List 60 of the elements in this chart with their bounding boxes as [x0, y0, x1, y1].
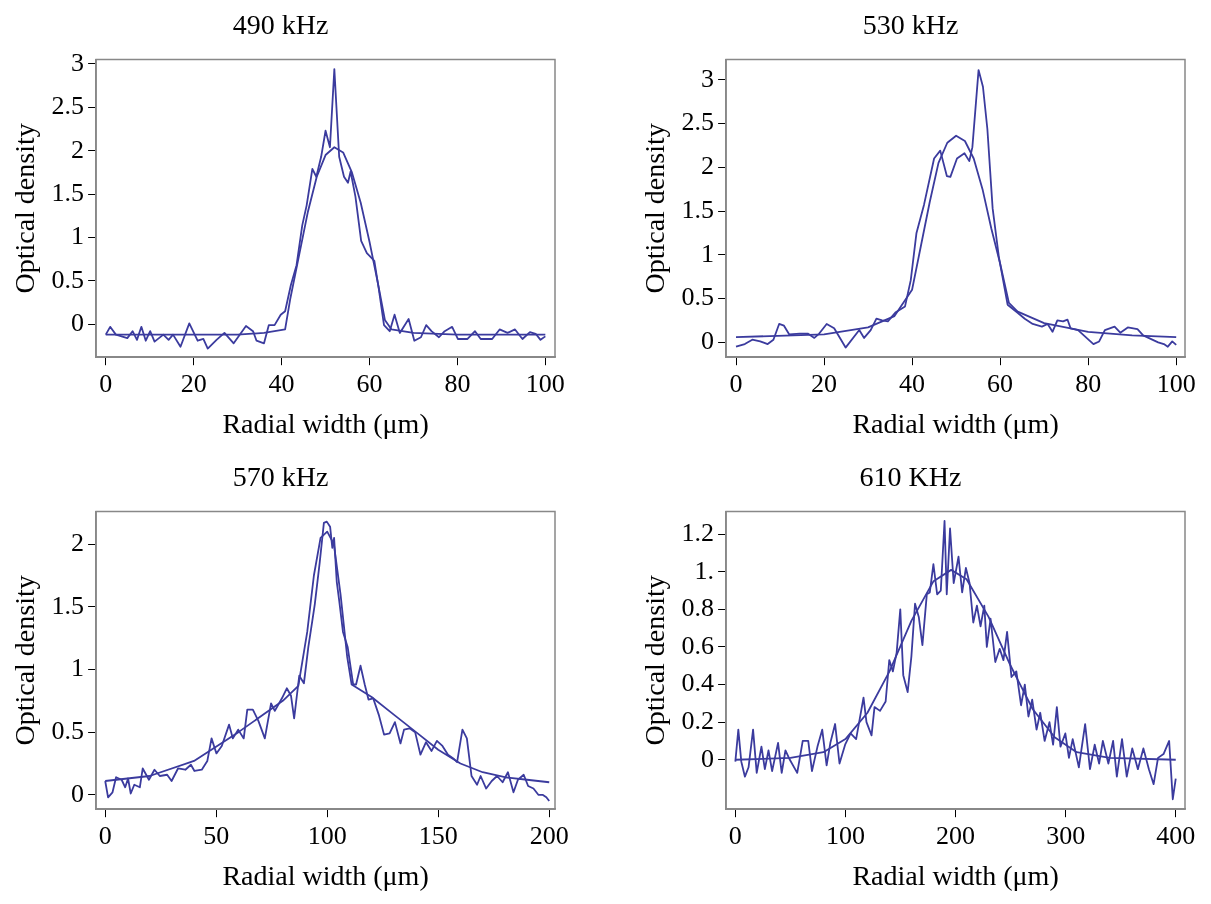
x-tick-label: 100	[307, 820, 347, 850]
x-axis-title: Radial width (μm)	[222, 859, 429, 891]
y-tick-label: 0.5	[681, 282, 715, 312]
y-tick-label: 1.5	[51, 177, 85, 207]
y-tick-label: 0.6	[681, 630, 715, 660]
y-tick-label: 0	[71, 778, 85, 808]
y-tick-label: 3	[71, 47, 85, 77]
x-axis-title: Radial width (μm)	[852, 407, 1059, 439]
chart-title: 490 kHz	[232, 9, 329, 41]
y-tick-label: 2.5	[681, 107, 715, 137]
y-tick-label: 0.8	[681, 593, 715, 623]
x-tick-label: 80	[444, 368, 471, 398]
x-tick-label: 100	[525, 368, 565, 398]
y-tick-label: 0.4	[681, 668, 715, 698]
chart-title: 530 kHz	[862, 9, 959, 41]
x-axis-title: Radial width (μm)	[852, 859, 1059, 891]
x-tick-label: 100	[1156, 368, 1196, 398]
x-tick-label: 200	[936, 820, 976, 850]
x-tick-label: 0	[728, 820, 742, 850]
y-tick-label: 1.5	[681, 194, 715, 224]
y-axis-title: Optical density	[9, 575, 41, 746]
y-tick-label: 0	[701, 326, 715, 356]
y-tick-label: 0	[71, 308, 85, 338]
x-tick-label: 20	[811, 368, 838, 398]
x-tick-label: 100	[825, 820, 865, 850]
y-tick-label: 1	[701, 238, 715, 268]
y-tick-label: 0.2	[681, 705, 715, 735]
x-tick-label: 0	[729, 368, 743, 398]
y-tick-label: 1	[71, 653, 85, 683]
x-tick-label: 300	[1046, 820, 1086, 850]
x-tick-label: 150	[418, 820, 458, 850]
y-axis-title: Optical density	[9, 123, 41, 294]
y-tick-label: 1.2	[681, 517, 715, 547]
x-axis-title: Radial width (μm)	[222, 407, 429, 439]
y-tick-label: 1	[71, 221, 85, 251]
chart-title: 570 kHz	[232, 461, 329, 493]
x-tick-label: 60	[987, 368, 1014, 398]
y-tick-label: 2.5	[51, 91, 85, 121]
y-tick-label: 1.	[694, 555, 715, 585]
x-tick-label: 200	[529, 820, 569, 850]
y-axis-title: Optical density	[639, 575, 671, 746]
y-axis-title: Optical density	[639, 123, 671, 294]
x-tick-label: 0	[98, 820, 112, 850]
y-tick-label: 2	[701, 151, 715, 181]
x-tick-label: 0	[99, 368, 113, 398]
y-tick-label: 2	[71, 528, 85, 558]
x-tick-label: 60	[356, 368, 383, 398]
x-tick-label: 40	[268, 368, 295, 398]
chart-title: 610 KHz	[859, 461, 962, 493]
y-tick-label: 0	[701, 743, 715, 773]
y-tick-label: 0.5	[51, 264, 85, 294]
x-tick-label: 50	[203, 820, 230, 850]
y-tick-label: 2	[71, 134, 85, 164]
y-tick-label: 1.5	[51, 590, 85, 620]
x-tick-label: 80	[1075, 368, 1102, 398]
y-tick-label: 3	[701, 63, 715, 93]
y-tick-label: 0.5	[51, 715, 85, 745]
x-tick-label: 40	[899, 368, 926, 398]
x-tick-label: 400	[1156, 820, 1196, 850]
x-tick-label: 20	[180, 368, 207, 398]
